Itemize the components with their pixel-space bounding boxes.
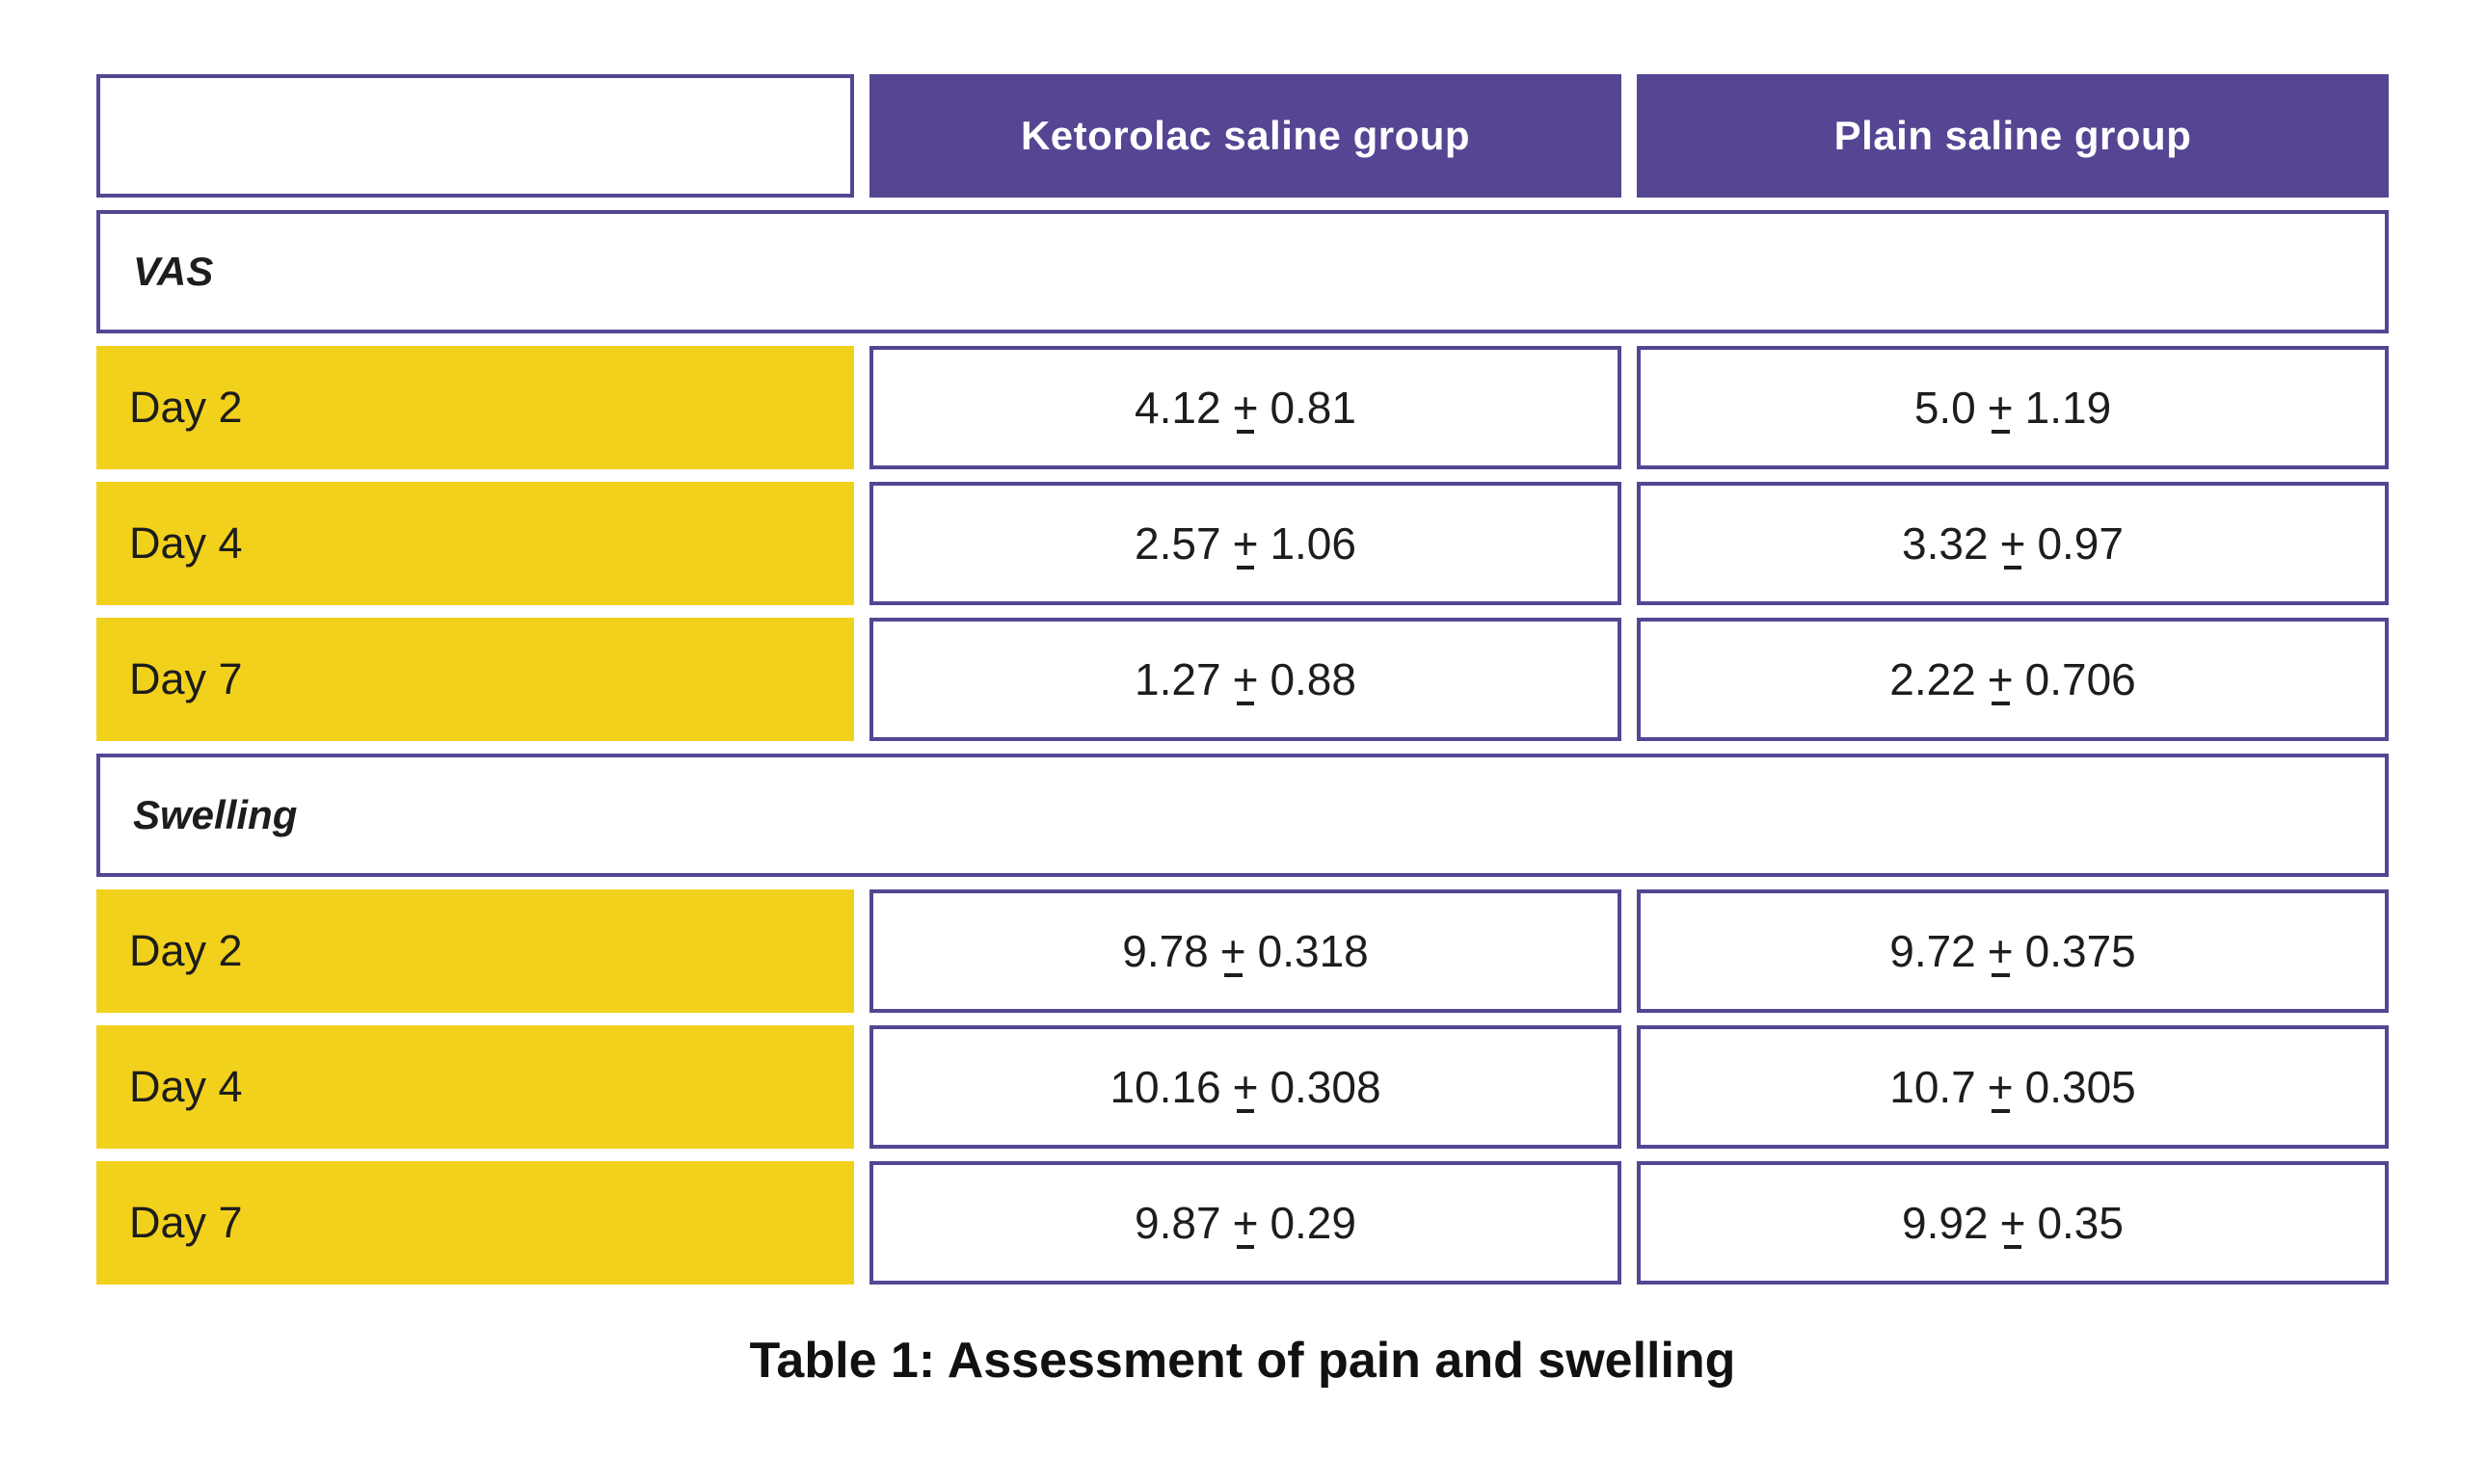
value-sd: 0.318	[1257, 926, 1369, 976]
value-cell-swelling-day4-ketorolac: 10.16 + 0.308	[869, 1025, 1621, 1149]
value-mean: 9.92	[1902, 1198, 1989, 1248]
section-row-swelling: Swelling	[96, 754, 2389, 877]
plus-minus-symbol: +	[1987, 383, 2014, 434]
plus-minus-symbol: +	[1232, 654, 1259, 705]
value-sd: 1.06	[1270, 518, 1356, 569]
section-label-swelling: Swelling	[96, 754, 2389, 877]
value-mean: 10.16	[1110, 1062, 1221, 1112]
table-caption: Table 1: Assessment of pain and swelling	[749, 1333, 1736, 1389]
value-cell-vas-day2-ketorolac: 4.12 + 0.81	[869, 346, 1621, 469]
value-sd: 0.35	[2037, 1198, 2124, 1248]
value-cell-vas-day4-plain: 3.32 + 0.97	[1637, 482, 2389, 605]
plus-minus-symbol: +	[1987, 926, 2014, 977]
value-mean: 2.22	[1889, 654, 1976, 704]
plus-minus-symbol: +	[1232, 1198, 1259, 1249]
section-row-vas: VAS	[96, 210, 2389, 333]
value-cell-swelling-day4-plain: 10.7 + 0.305	[1637, 1025, 2389, 1149]
row-label-day4: Day 4	[96, 482, 854, 605]
table-row: Day 7 9.87 + 0.29 9.92 + 0.35	[96, 1161, 2389, 1285]
table-row: Day 7 1.27 + 0.88 2.22 + 0.706	[96, 618, 2389, 741]
header-row: Ketorolac saline group Plain saline grou…	[96, 74, 2389, 198]
value-cell-vas-day4-ketorolac: 2.57 + 1.06	[869, 482, 1621, 605]
plus-minus-symbol: +	[1232, 1062, 1259, 1113]
plus-minus-symbol: +	[1232, 383, 1259, 434]
plus-minus-symbol: +	[1219, 926, 1246, 977]
value-cell-vas-day7-plain: 2.22 + 0.706	[1637, 618, 2389, 741]
value-mean: 9.78	[1122, 926, 1209, 976]
value-mean: 10.7	[1889, 1062, 1976, 1112]
value-sd: 1.19	[2024, 383, 2112, 433]
value-sd: 0.97	[2037, 518, 2124, 569]
table-row: Day 4 2.57 + 1.06 3.32 + 0.97	[96, 482, 2389, 605]
value-sd: 0.706	[2024, 654, 2136, 704]
value-mean: 2.57	[1135, 518, 1221, 569]
value-sd: 0.375	[2024, 926, 2136, 976]
assessment-table: Ketorolac saline group Plain saline grou…	[96, 74, 2389, 1297]
table-row: Day 2 4.12 + 0.81 5.0 + 1.19	[96, 346, 2389, 469]
value-mean: 9.87	[1135, 1198, 1221, 1248]
value-cell-swelling-day7-ketorolac: 9.87 + 0.29	[869, 1161, 1621, 1285]
table-row: Day 4 10.16 + 0.308 10.7 + 0.305	[96, 1025, 2389, 1149]
value-sd: 0.81	[1270, 383, 1356, 433]
table-row: Day 2 9.78 + 0.318 9.72 + 0.375	[96, 889, 2389, 1013]
value-sd: 0.308	[1270, 1062, 1381, 1112]
value-mean: 5.0	[1913, 383, 1976, 433]
row-label-day7: Day 7	[96, 618, 854, 741]
plus-minus-symbol: +	[1999, 518, 2026, 570]
value-mean: 1.27	[1135, 654, 1221, 704]
row-label-day7: Day 7	[96, 1161, 854, 1285]
plus-minus-symbol: +	[1987, 1062, 2014, 1113]
value-cell-swelling-day2-ketorolac: 9.78 + 0.318	[869, 889, 1621, 1013]
value-mean: 3.32	[1902, 518, 1989, 569]
value-cell-swelling-day2-plain: 9.72 + 0.375	[1637, 889, 2389, 1013]
row-label-day4: Day 4	[96, 1025, 854, 1149]
value-cell-swelling-day7-plain: 9.92 + 0.35	[1637, 1161, 2389, 1285]
value-mean: 4.12	[1135, 383, 1221, 433]
header-ketorolac-group: Ketorolac saline group	[869, 74, 1621, 198]
header-empty-cell	[96, 74, 854, 198]
value-sd: 0.88	[1270, 654, 1356, 704]
section-label-vas: VAS	[96, 210, 2389, 333]
header-plain-group: Plain saline group	[1637, 74, 2389, 198]
value-sd: 0.305	[2024, 1062, 2136, 1112]
plus-minus-symbol: +	[1232, 518, 1259, 570]
value-cell-vas-day7-ketorolac: 1.27 + 0.88	[869, 618, 1621, 741]
plus-minus-symbol: +	[1987, 654, 2014, 705]
value-cell-vas-day2-plain: 5.0 + 1.19	[1637, 346, 2389, 469]
row-label-day2: Day 2	[96, 346, 854, 469]
plus-minus-symbol: +	[1999, 1198, 2026, 1249]
value-mean: 9.72	[1889, 926, 1976, 976]
value-sd: 0.29	[1270, 1198, 1356, 1248]
row-label-day2: Day 2	[96, 889, 854, 1013]
